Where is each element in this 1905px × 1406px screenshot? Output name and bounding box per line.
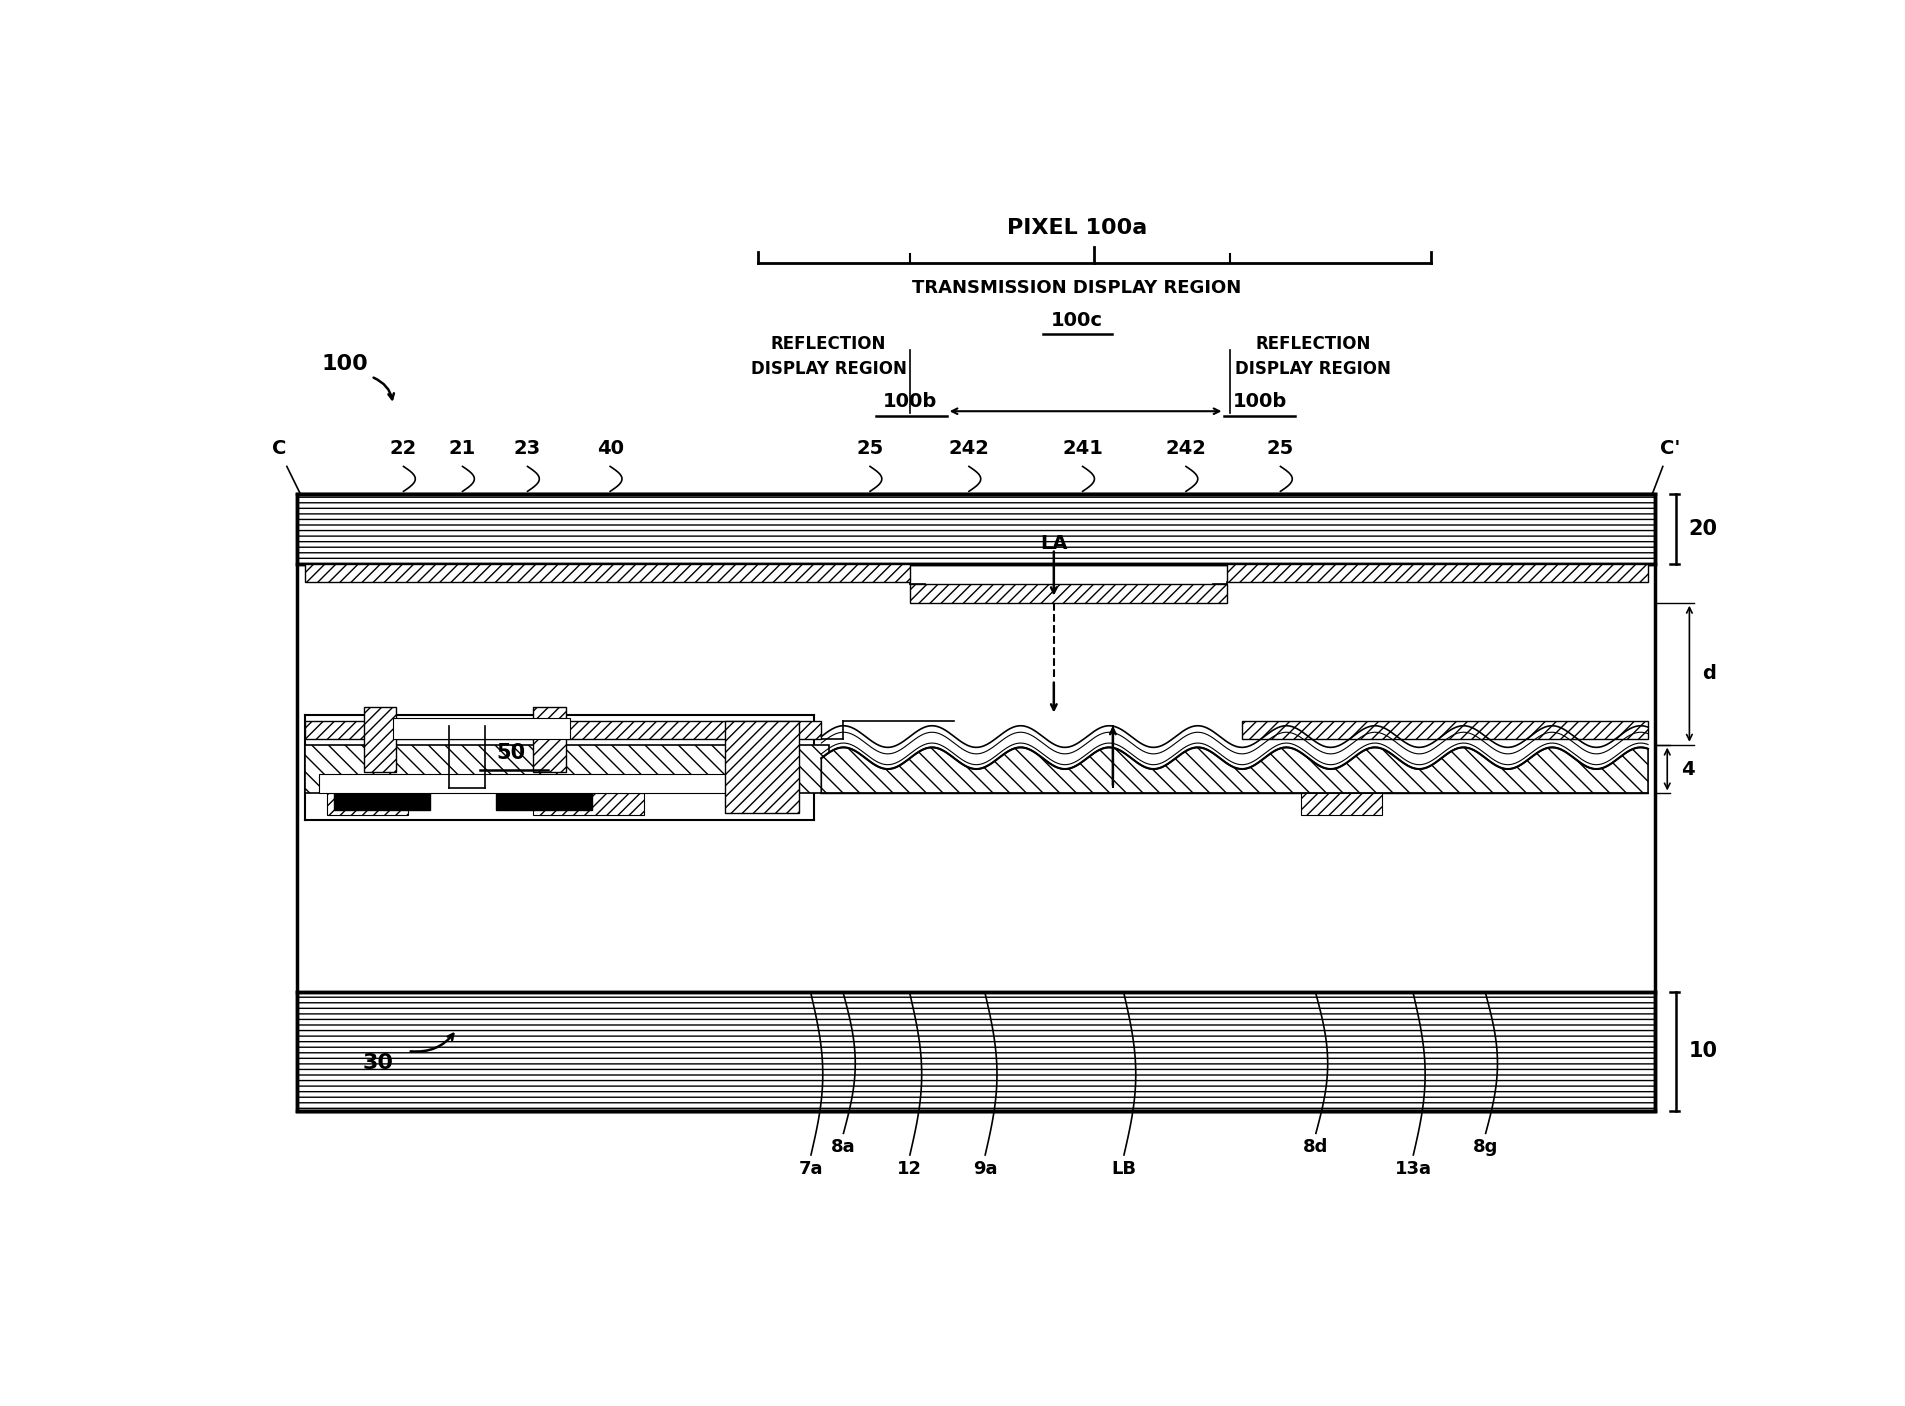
Bar: [392, 717, 570, 740]
Bar: [364, 707, 396, 772]
Bar: [297, 494, 1655, 1111]
Bar: [533, 707, 566, 772]
Text: LA: LA: [1040, 534, 1067, 553]
Text: 8a: 8a: [831, 1139, 855, 1156]
Text: C: C: [272, 439, 286, 457]
Text: REFLECTION: REFLECTION: [772, 335, 886, 353]
Bar: [305, 564, 911, 582]
Text: REFLECTION: REFLECTION: [1255, 335, 1370, 353]
Text: 25: 25: [857, 439, 884, 457]
Text: 242: 242: [949, 439, 989, 457]
Text: 100b: 100b: [1233, 392, 1288, 411]
Text: 30: 30: [362, 1053, 394, 1073]
Text: 100b: 100b: [882, 392, 937, 411]
Text: 25: 25: [1267, 439, 1293, 457]
Bar: [333, 793, 431, 810]
Bar: [305, 721, 821, 740]
Text: 10: 10: [1688, 1040, 1716, 1062]
Text: DISPLAY REGION: DISPLAY REGION: [751, 360, 907, 378]
Text: DISPLAY REGION: DISPLAY REGION: [1234, 360, 1391, 378]
Bar: [320, 773, 800, 793]
Text: 4: 4: [1680, 759, 1695, 779]
Text: 100: 100: [322, 353, 368, 374]
Text: 100c: 100c: [1052, 311, 1103, 330]
Text: 12: 12: [897, 1160, 922, 1178]
Bar: [1227, 564, 1648, 582]
Text: 20: 20: [1688, 519, 1716, 538]
Text: 21: 21: [450, 439, 476, 457]
Text: 22: 22: [391, 439, 417, 457]
Bar: [297, 991, 1655, 1111]
Text: 8d: 8d: [1303, 1139, 1328, 1156]
Text: 50: 50: [497, 744, 526, 763]
Bar: [497, 793, 592, 810]
Text: 9a: 9a: [973, 1160, 998, 1178]
Polygon shape: [821, 748, 1648, 793]
Text: 242: 242: [1166, 439, 1206, 457]
Bar: [911, 585, 1227, 603]
Text: 23: 23: [514, 439, 541, 457]
Bar: [297, 494, 1655, 564]
Text: LB: LB: [1111, 1160, 1137, 1178]
Bar: [1242, 721, 1648, 740]
Text: d: d: [1701, 664, 1716, 683]
Text: PIXEL 100a: PIXEL 100a: [1006, 218, 1147, 238]
Bar: [533, 793, 644, 815]
Bar: [305, 745, 829, 793]
Text: TRANSMISSION DISPLAY REGION: TRANSMISSION DISPLAY REGION: [912, 278, 1242, 297]
Text: 241: 241: [1063, 439, 1103, 457]
Text: 7a: 7a: [798, 1160, 823, 1178]
Text: 13a: 13a: [1394, 1160, 1433, 1178]
Bar: [328, 793, 408, 815]
Text: C': C': [1659, 439, 1680, 457]
Bar: [1301, 793, 1383, 815]
Text: 8g: 8g: [1473, 1139, 1499, 1156]
Text: 40: 40: [596, 439, 623, 457]
Bar: [726, 721, 800, 813]
